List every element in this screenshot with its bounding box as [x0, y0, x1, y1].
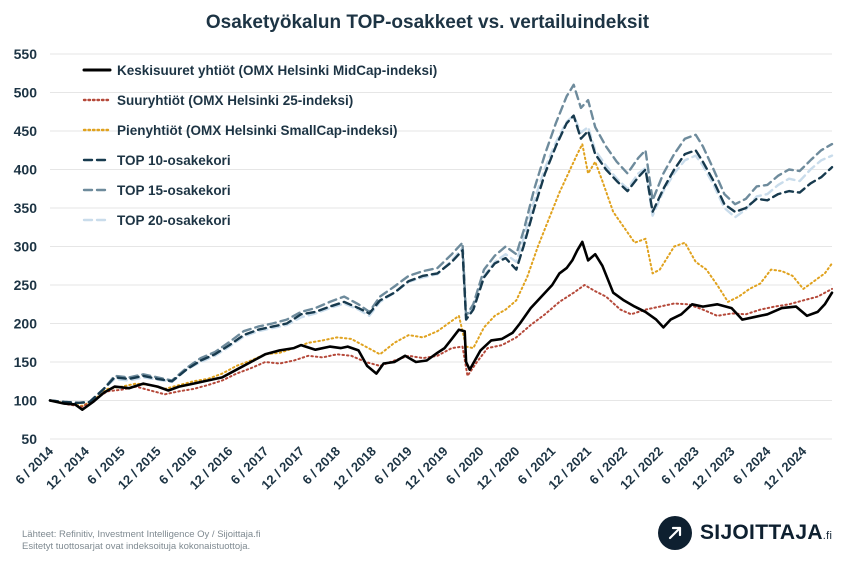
- legend-label-3: Pienyhtiöt (OMX Helsinki SmallCap-indeks…: [117, 123, 398, 138]
- y-tick-label: 300: [14, 239, 38, 255]
- y-tick-label: 400: [14, 162, 38, 178]
- series-lines: [48, 83, 834, 411]
- legend-label-1: Keskisuuret yhtiöt (OMX Helsinki MidCap-…: [117, 63, 437, 78]
- series-line-6: [48, 114, 834, 404]
- y-axis-ticks: 50 100 150 200 250 300 350 400 450 500 550: [14, 46, 38, 447]
- series-line-4: [48, 114, 834, 404]
- logo-suffix: .fi: [822, 530, 833, 542]
- series-line-2: [49, 284, 833, 408]
- y-tick-label: 450: [14, 123, 38, 139]
- y-tick-label: 150: [14, 354, 38, 370]
- series-line-3: [49, 143, 833, 407]
- legend-label-4: TOP 10-osakekori: [117, 153, 231, 168]
- y-tick-label: 100: [14, 393, 38, 409]
- source-line-1: Lähteet: Refinitiv, Investment Intellige…: [22, 529, 261, 540]
- brand-logo: SIJOITTAJA.fi: [658, 516, 832, 550]
- chart-title: Osaketyökalun TOP-osakkeet vs. vertailui…: [205, 12, 650, 33]
- source-note: Lähteet: Refinitiv, Investment Intellige…: [22, 529, 261, 553]
- y-tick-label: 350: [14, 200, 38, 216]
- legend-label-2: Suuryhtiöt (OMX Helsinki 25-indeksi): [117, 93, 353, 108]
- grid-lines: [50, 53, 832, 440]
- y-tick-label: 500: [14, 85, 38, 101]
- source-line-2: Esitetyt tuottosarjat ovat indeksoituja …: [22, 541, 251, 552]
- legend-label-5: TOP 15-osakekori: [117, 183, 231, 198]
- logo-name: SIJOITTAJA: [700, 521, 823, 544]
- logo-wordmark: SIJOITTAJA.fi: [700, 521, 832, 545]
- y-tick-label: 550: [14, 46, 38, 62]
- y-tick-label: 250: [14, 277, 38, 293]
- y-tick-label: 50: [21, 431, 37, 447]
- series-line-5: [48, 83, 834, 404]
- y-tick-label: 200: [14, 316, 38, 332]
- series-line-1: [48, 240, 834, 411]
- legend-label-6: TOP 20-osakekori: [117, 213, 231, 228]
- legend: Keskisuuret yhtiöt (OMX Helsinki MidCap-…: [82, 63, 437, 228]
- arrow-up-right-icon: [658, 516, 692, 550]
